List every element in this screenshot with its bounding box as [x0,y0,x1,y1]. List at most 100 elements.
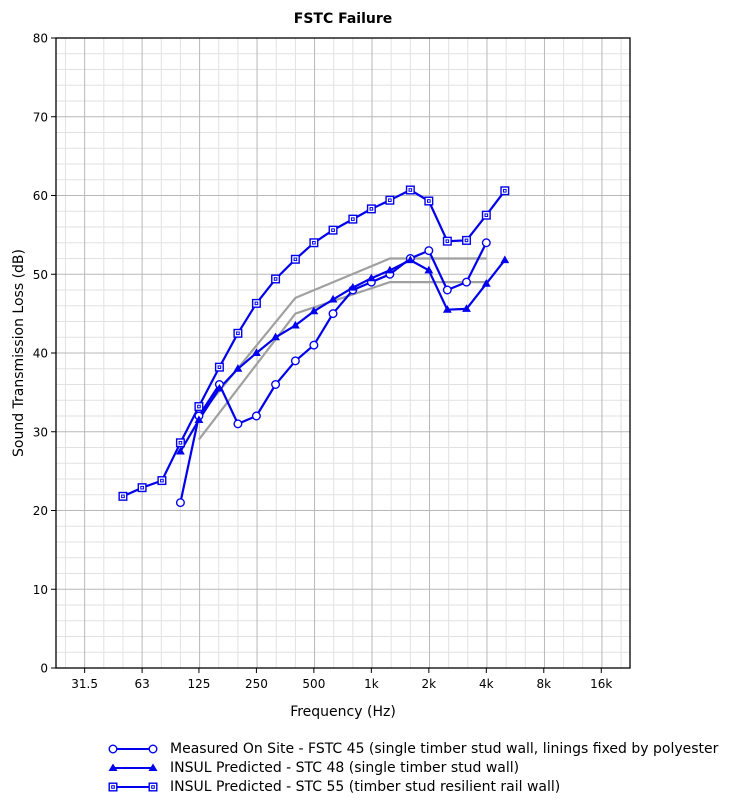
y-tick-label: 70 [33,110,48,124]
data-point-square-inner [445,239,450,243]
data-point-square-outer [251,298,261,308]
data-point-square-inner [388,198,392,203]
legend-label: INSUL Predicted - STC 55 (timber stud re… [170,778,561,795]
chart-title: FSTC Failure [294,11,393,27]
data-point-square-outer [214,362,224,372]
data-point-square-outer [462,235,472,245]
data-point-triangle [405,255,415,264]
data-point-square-inner [160,478,164,483]
x-tick-label: 2k [422,677,437,691]
data-point-triangle [252,348,261,356]
data-point-square-inner [408,188,413,192]
data-point-square [385,195,395,205]
data-point-square [500,186,510,196]
data-point-triangle [328,294,338,303]
data-point-square-inner [312,240,316,245]
data-point-square [251,298,261,308]
data-point-triangle [309,306,319,315]
series-line-triangle [179,259,506,452]
data-point-square-inner [503,188,507,193]
data-point-circle [424,246,434,256]
data-point-triangle [500,255,510,264]
x-tick-label: 16k [590,677,612,691]
data-point-square-inner [484,213,489,217]
data-point-triangle [424,265,434,274]
data-point-square-outer [442,236,452,246]
data-point-circle [233,419,243,429]
data-point-square [405,185,415,195]
data-point-square-outer [157,476,167,486]
y-tick-label: 10 [33,583,48,597]
data-point-circle [271,380,281,390]
legend: Measured On Site - FSTC 45 (single timbe… [108,739,747,796]
reference-contour [198,257,487,417]
data-point-square-outer [385,195,395,205]
legend-item-stc48: INSUL Predicted - STC 48 (single timber … [108,758,747,777]
y-tick-label: 20 [33,504,48,518]
data-point-square-outer [424,196,434,206]
data-point-square [175,438,185,448]
data-point-circle [481,238,491,248]
data-point-circle [462,277,472,287]
data-point-square-inner [121,494,125,499]
x-tick-label: 500 [302,677,325,691]
data-point-circle [442,285,452,295]
data-point-square [424,196,434,206]
data-point-square-inner [197,404,201,409]
data-point-triangle [366,273,376,282]
data-point-square [290,254,300,264]
y-tick-label: 30 [33,425,48,439]
data-point-triangle [481,279,491,287]
data-point-square-outer [348,214,358,224]
data-point-square [366,204,376,214]
legend-label: INSUL Predicted - STC 48 (single timber … [170,759,520,776]
data-point-square-inner [236,331,240,336]
data-point-square-inner [217,365,222,369]
data-point-square-inner [273,277,278,281]
data-point-square [194,402,204,412]
data-point-square [442,236,452,246]
data-point-square-outer [118,491,128,501]
data-point-circle [175,498,185,508]
legend-item-stc55: INSUL Predicted - STC 55 (timber stud re… [108,777,747,796]
data-point-square-inner [140,485,144,490]
y-tick-label: 0 [40,662,48,676]
data-point-square-inner [178,440,183,445]
y-tick-label: 60 [33,189,48,203]
data-point-square [157,476,167,486]
y-axis-label: Sound Transmission Loss (dB) [11,249,27,457]
data-point-triangle [290,320,300,329]
x-tick-label: 125 [187,677,210,691]
y-tick-label: 80 [33,32,48,46]
data-point-square-inner [293,257,298,262]
data-point-square-outer [175,438,185,448]
data-point-square-inner [351,217,355,221]
data-point-triangle [385,265,395,274]
data-point-square [271,274,281,284]
data-point-square-outer [500,186,510,196]
legend-swatch-triangle [108,763,158,771]
data-point-square-outer [271,274,281,284]
data-point-triangle [215,383,224,392]
data-point-square-outer [309,238,319,248]
legend-swatch-circle [108,744,158,753]
data-point-square [348,214,358,224]
data-point-square [481,210,491,220]
x-tick-label: 63 [134,677,149,691]
reference-contour [198,281,487,441]
data-point-circle [290,356,300,366]
data-point-square [214,362,224,372]
legend-swatch-square [108,782,158,791]
y-tick-label: 40 [33,347,48,361]
data-point-triangle [271,332,280,341]
data-point-circle [251,411,261,421]
data-point-square-inner [427,199,431,203]
x-tick-label: 1k [364,677,379,691]
data-point-square-inner [254,301,259,306]
data-point-square-outer [290,254,300,264]
data-point-triangle [462,304,471,312]
data-point-square [137,483,147,493]
x-tick-label: 31.5 [71,677,98,691]
x-axis-label: Frequency (Hz) [290,704,396,720]
data-point-square [462,235,472,245]
